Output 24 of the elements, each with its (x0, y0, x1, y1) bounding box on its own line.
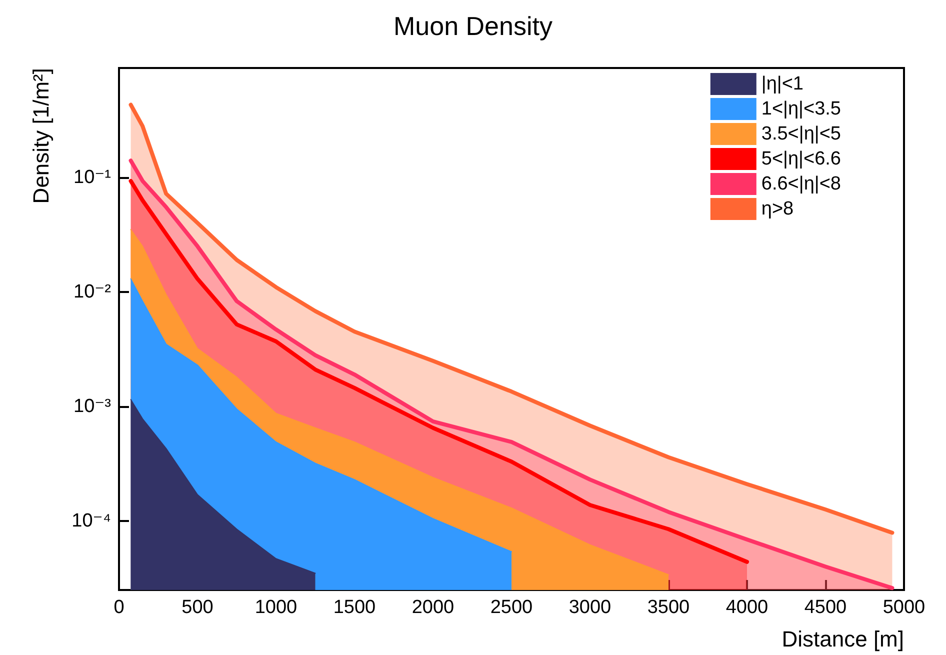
x-tick-label: 0 (114, 597, 124, 618)
y-tick-label: 10⁻² (74, 281, 111, 302)
chart-title: Muon Density (394, 11, 552, 41)
x-tick-label: 500 (182, 597, 214, 618)
x-tick-label: 2000 (412, 597, 454, 618)
legend-label: 1<|η|<3.5 (761, 98, 841, 120)
x-tick-label: 5000 (882, 597, 926, 618)
x-tick-label: 2500 (490, 597, 533, 618)
x-tick-label: 1500 (333, 597, 376, 618)
x-tick-label: 4000 (726, 597, 768, 618)
y-tick-label: 10⁻³ (74, 396, 111, 417)
x-axis-title: Distance [m] (782, 626, 904, 652)
x-tick-label: 3000 (568, 597, 612, 618)
y-tick-label: 10⁻¹ (74, 166, 111, 188)
x-tick-label: 3500 (647, 597, 690, 618)
y-tick-label: 10⁻⁴ (72, 510, 111, 532)
x-tick-label: 1000 (254, 597, 298, 618)
legend-label: 6.6<|η|<8 (761, 174, 841, 194)
legend-label: |η|<1 (761, 74, 804, 94)
y-axis-title: Density [1/m²] (28, 68, 54, 204)
legend-label: 5<|η|<6.6 (761, 148, 841, 170)
legend-label: η>8 (761, 198, 794, 220)
x-tick-label: 4500 (804, 597, 847, 618)
legend-label: 3.5<|η|<5 (761, 124, 841, 144)
